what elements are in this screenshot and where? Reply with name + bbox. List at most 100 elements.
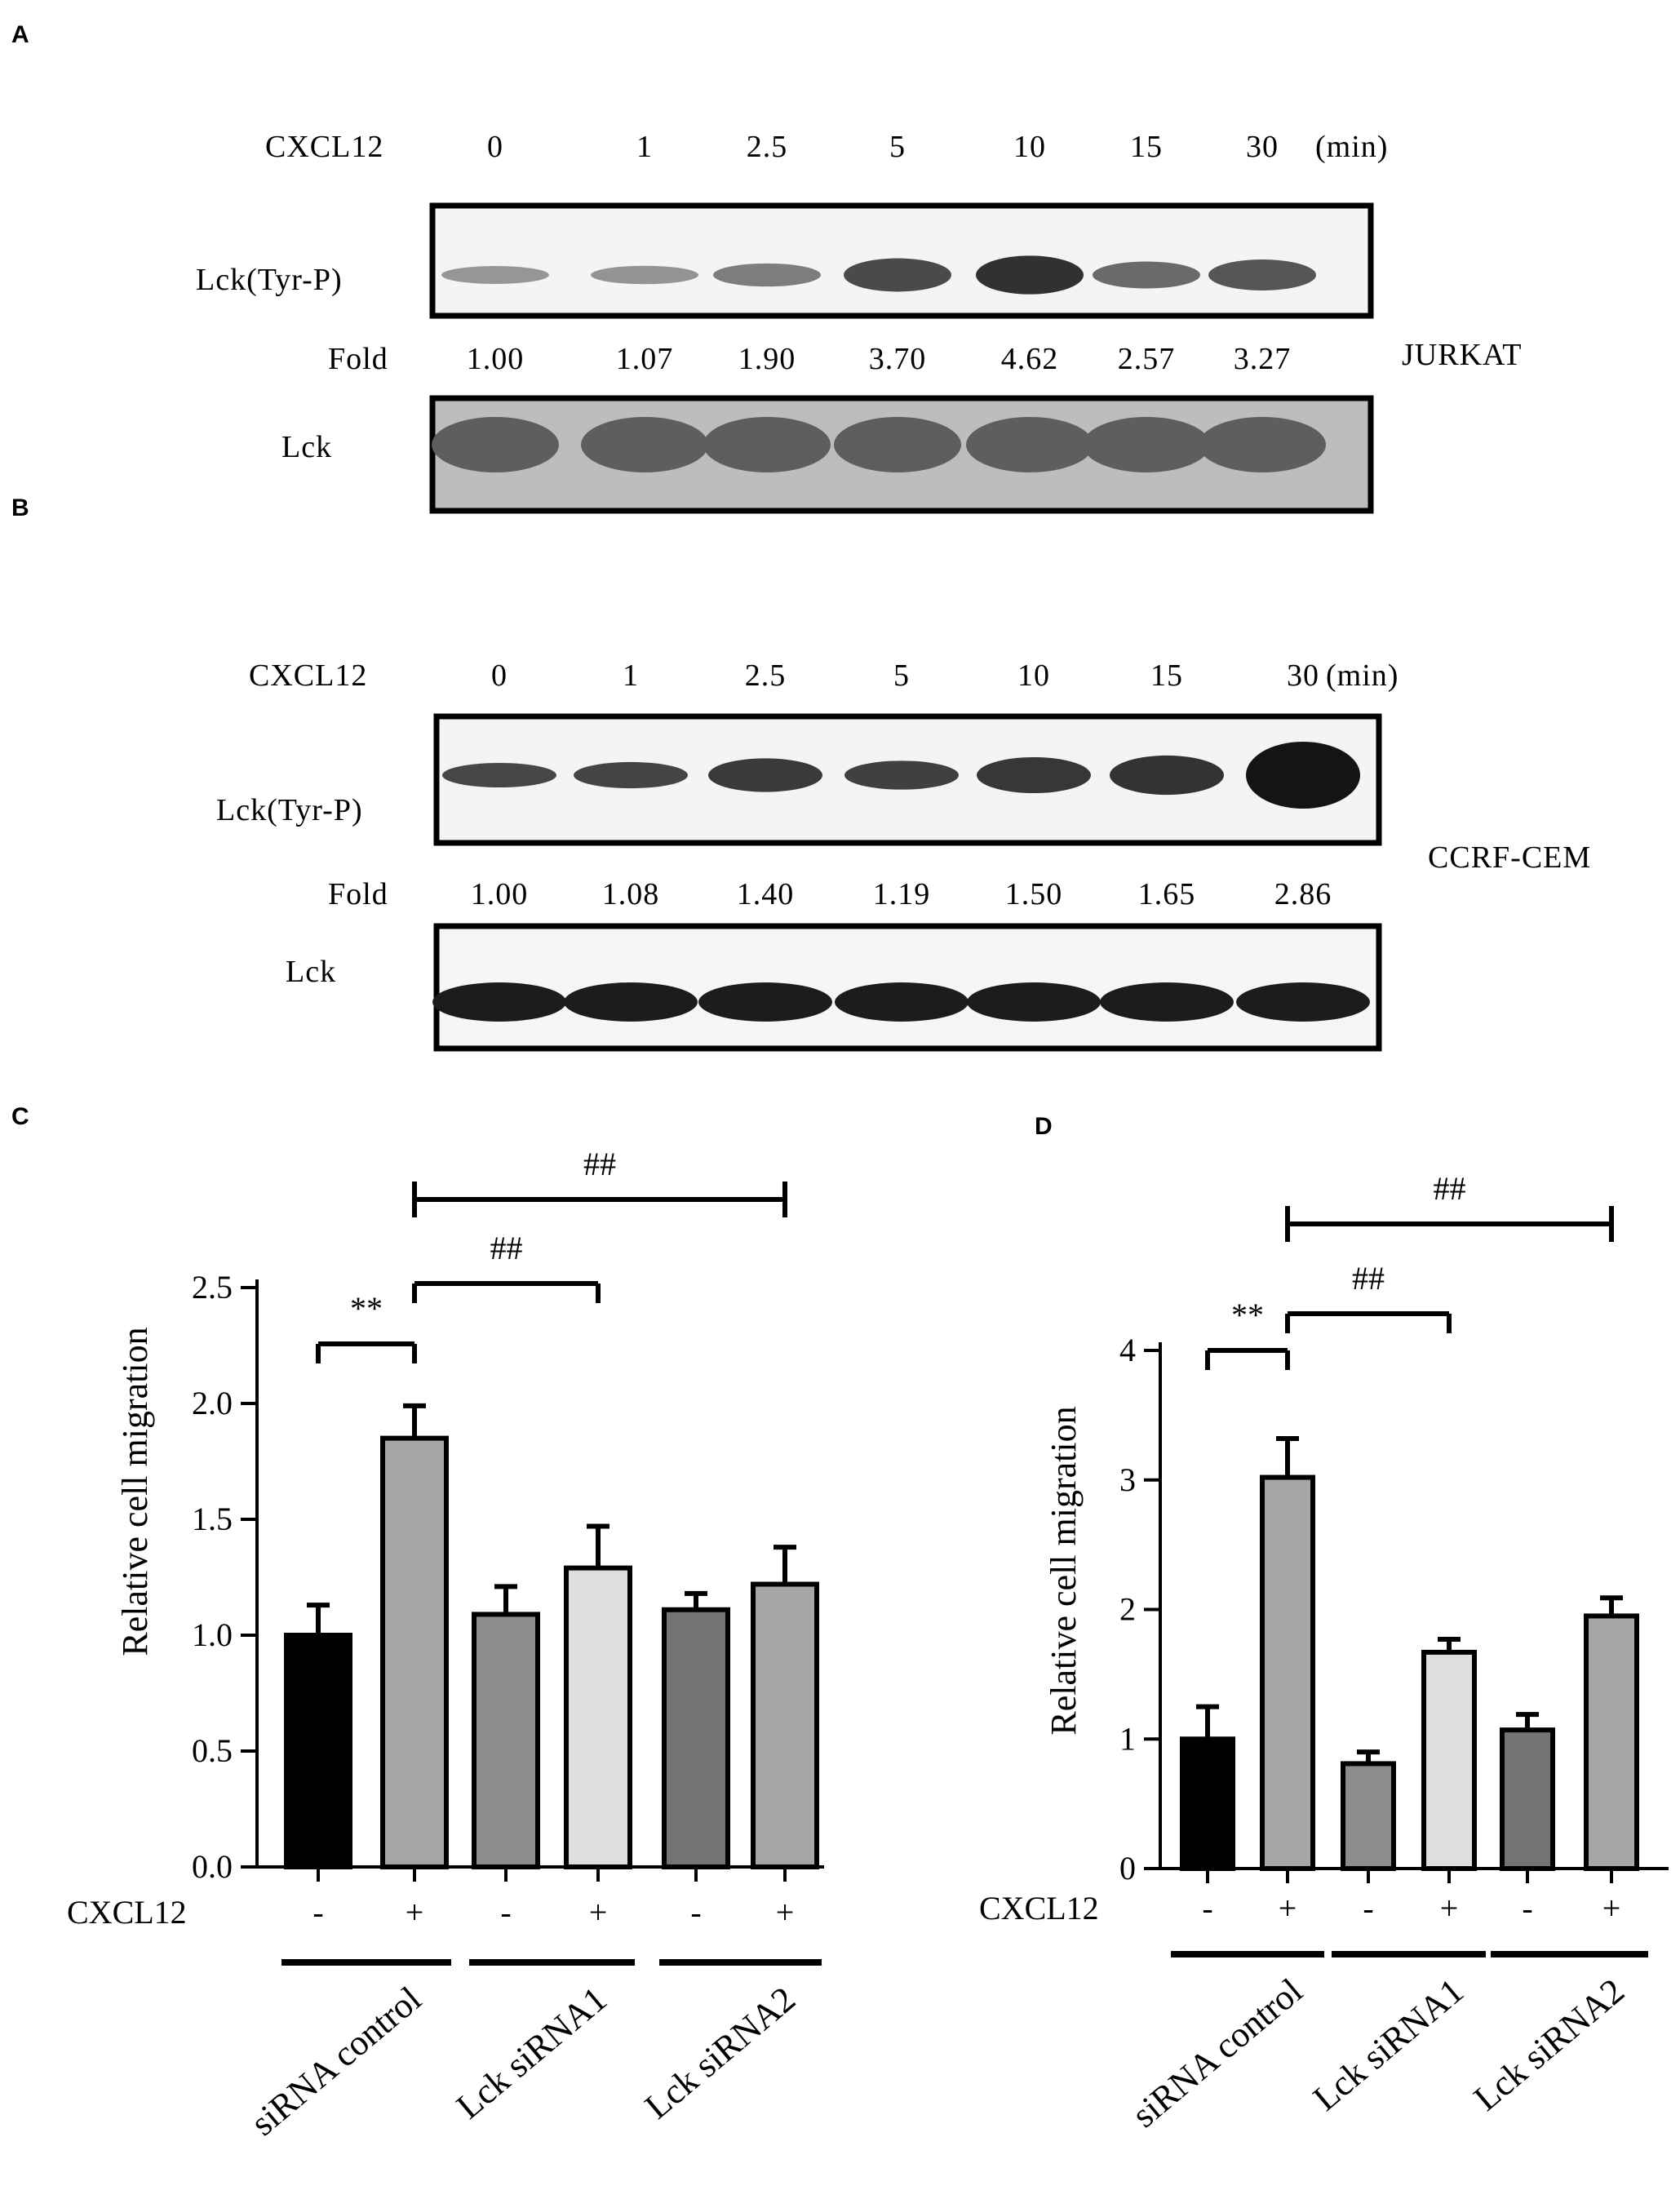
total-band — [432, 417, 559, 472]
y-tick-label: 4 — [1119, 1332, 1136, 1368]
total-band — [1100, 982, 1234, 1022]
phospho-band — [844, 258, 951, 292]
bar — [1341, 1761, 1396, 1872]
time-point-label: 30 — [1287, 658, 1319, 693]
total-band — [1236, 982, 1370, 1022]
y-tick-label: 2 — [1119, 1591, 1136, 1628]
time-point-label: 10 — [1013, 130, 1046, 164]
time-point-label: 0 — [487, 130, 503, 164]
treatment-sign: - — [500, 1894, 511, 1931]
y-tick-label: 0.0 — [192, 1848, 233, 1885]
blot-a-treatment-label: CXCL12 — [265, 130, 383, 164]
significance-label: ** — [350, 1290, 383, 1327]
bar — [662, 1607, 730, 1869]
treatment-sign: - — [1522, 1890, 1532, 1926]
group-label: Lck siRNA1 — [1305, 1971, 1471, 2118]
total-band — [835, 982, 969, 1022]
total-band — [1083, 417, 1210, 472]
y-tick-label: 2.0 — [192, 1385, 233, 1421]
time-point-label: 2.5 — [747, 130, 788, 164]
treatment-sign: + — [406, 1894, 424, 1931]
time-point-label: 5 — [893, 658, 910, 693]
fold-value: 2.57 — [1118, 342, 1176, 376]
bar — [1260, 1474, 1315, 1871]
time-point-label: 5 — [889, 130, 906, 164]
treatment-sign: - — [313, 1894, 323, 1931]
treatment-sign: - — [1202, 1890, 1212, 1926]
total-band — [581, 417, 708, 472]
phospho-band — [713, 263, 821, 287]
phospho-band — [1110, 755, 1224, 796]
fold-value: 1.08 — [602, 877, 660, 911]
chart-d-ylabel: Relative cell migration — [1044, 1406, 1084, 1735]
fold-value: 1.40 — [737, 877, 795, 911]
blot-a-fold-label: Fold — [328, 342, 388, 376]
blot-a-total-label: Lck — [281, 430, 332, 464]
phospho-band — [976, 255, 1084, 295]
treatment-sign: + — [1440, 1890, 1459, 1926]
group-label: Lck siRNA2 — [637, 1979, 803, 2126]
fold-value: 3.27 — [1234, 342, 1292, 376]
blot-b-total-label: Lck — [286, 955, 336, 989]
y-tick-label: 1.5 — [192, 1501, 233, 1537]
treatment-sign: + — [589, 1894, 608, 1931]
group-label: Lck siRNA1 — [449, 1979, 614, 2126]
group-label: siRNA control — [1124, 1971, 1310, 2135]
total-band — [703, 417, 831, 472]
blot-b-time-unit: (min) — [1326, 658, 1399, 693]
blot-a-phospho-label: Lck(Tyr-P) — [196, 263, 343, 297]
treatment-sign: + — [776, 1894, 795, 1931]
panel-letter-d: D — [1035, 1113, 1053, 1140]
phospho-band — [844, 760, 959, 790]
time-point-label: 2.5 — [745, 658, 787, 693]
chart-d: Relative cell migration CXCL12 0 1 2 3 4 - + - +… — [979, 1170, 1669, 2135]
y-tick-label: 1 — [1119, 1720, 1136, 1757]
chart-d-treatment-label: CXCL12 — [979, 1890, 1099, 1926]
fold-value: 1.65 — [1138, 877, 1196, 911]
panel-letter-a: A — [11, 21, 29, 48]
blot-b-treatment-label: CXCL12 — [249, 658, 367, 693]
bar — [380, 1435, 449, 1869]
bar — [1421, 1649, 1477, 1871]
fold-value: 1.07 — [616, 342, 674, 376]
blot-a-cell-line: JURKAT — [1402, 338, 1522, 372]
significance-label: ## — [490, 1230, 523, 1266]
treatment-sign: - — [690, 1894, 701, 1931]
group-label: Lck siRNA2 — [1466, 1971, 1632, 2118]
fold-value: 1.19 — [873, 877, 931, 911]
phospho-band — [574, 761, 688, 789]
significance-label: ## — [1434, 1170, 1466, 1207]
treatment-sign: + — [1279, 1890, 1297, 1926]
group-label: siRNA control — [243, 1979, 428, 2144]
total-band — [967, 982, 1101, 1022]
time-point-label: 1 — [636, 130, 653, 164]
blot-b: CXCL12 0 1 2.5 5 10 15 30 (min) Lck(Tyr-P) CCR… — [216, 658, 1590, 1052]
fold-value: 3.70 — [869, 342, 927, 376]
blot-a: CXCL12 0 1 2.5 5 10 15 30 (min) Lck(Tyr-P) Fol… — [196, 130, 1522, 514]
y-tick-label: 0.5 — [192, 1732, 233, 1769]
phospho-band — [708, 758, 822, 792]
chart-c-ylabel: Relative cell migration — [115, 1327, 155, 1656]
bar — [472, 1612, 540, 1869]
bar — [1500, 1727, 1555, 1871]
significance-label: ** — [1231, 1297, 1264, 1333]
bar — [1180, 1736, 1235, 1871]
blot-a-time-unit: (min) — [1315, 130, 1388, 164]
panel-letter-c: C — [11, 1103, 29, 1130]
bar — [284, 1633, 352, 1869]
y-tick-label: 3 — [1119, 1461, 1136, 1498]
phospho-band — [591, 265, 698, 285]
significance-label: ## — [1352, 1260, 1385, 1297]
total-band — [698, 982, 832, 1022]
time-point-label: 10 — [1017, 658, 1050, 693]
blot-b-phospho-label: Lck(Tyr-P) — [216, 793, 363, 827]
total-band — [432, 982, 566, 1022]
time-point-label: 15 — [1150, 658, 1183, 693]
total-band — [1199, 417, 1326, 472]
significance-label: ## — [583, 1146, 616, 1182]
total-band — [966, 417, 1093, 472]
time-point-label: 15 — [1130, 130, 1163, 164]
fold-value: 4.62 — [1001, 342, 1059, 376]
fold-value: 2.86 — [1274, 877, 1332, 911]
